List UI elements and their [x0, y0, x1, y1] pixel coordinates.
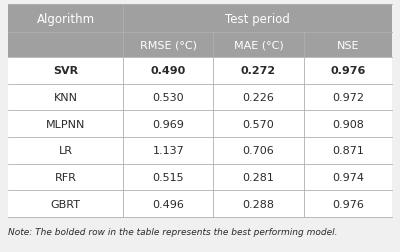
Text: 0.226: 0.226 [243, 93, 274, 103]
Bar [8, 33, 392, 58]
Bar [8, 191, 392, 217]
Text: Note: The bolded row in the table represents the best performing model.: Note: The bolded row in the table repres… [8, 227, 338, 236]
Bar [8, 164, 392, 191]
Text: 0.281: 0.281 [243, 172, 274, 182]
Bar [8, 137, 392, 164]
Text: 0.706: 0.706 [243, 146, 274, 156]
Text: 0.976: 0.976 [332, 199, 364, 209]
Bar [8, 111, 392, 137]
Text: RMSE (°C): RMSE (°C) [140, 40, 197, 50]
Text: Test period: Test period [225, 12, 290, 25]
Text: 1.137: 1.137 [152, 146, 184, 156]
Text: 0.969: 0.969 [152, 119, 184, 129]
Bar [8, 5, 392, 33]
Text: 0.908: 0.908 [332, 119, 364, 129]
Text: MLPNN: MLPNN [46, 119, 85, 129]
Text: LR: LR [58, 146, 73, 156]
Text: 0.490: 0.490 [151, 66, 186, 76]
Text: NSE: NSE [336, 40, 359, 50]
Text: 0.515: 0.515 [152, 172, 184, 182]
Text: 0.272: 0.272 [241, 66, 276, 76]
Text: 0.496: 0.496 [152, 199, 184, 209]
Text: 0.974: 0.974 [332, 172, 364, 182]
Text: 0.530: 0.530 [152, 93, 184, 103]
Text: 0.976: 0.976 [330, 66, 366, 76]
Bar [8, 58, 392, 84]
Text: GBRT: GBRT [50, 199, 80, 209]
Text: SVR: SVR [53, 66, 78, 76]
Bar [8, 84, 392, 111]
Text: 0.570: 0.570 [243, 119, 274, 129]
Text: MAE (°C): MAE (°C) [234, 40, 284, 50]
Text: 0.871: 0.871 [332, 146, 364, 156]
Text: 0.288: 0.288 [242, 199, 274, 209]
Text: KNN: KNN [54, 93, 78, 103]
Text: Algorithm: Algorithm [36, 12, 95, 25]
Text: 0.972: 0.972 [332, 93, 364, 103]
Text: RFR: RFR [55, 172, 76, 182]
